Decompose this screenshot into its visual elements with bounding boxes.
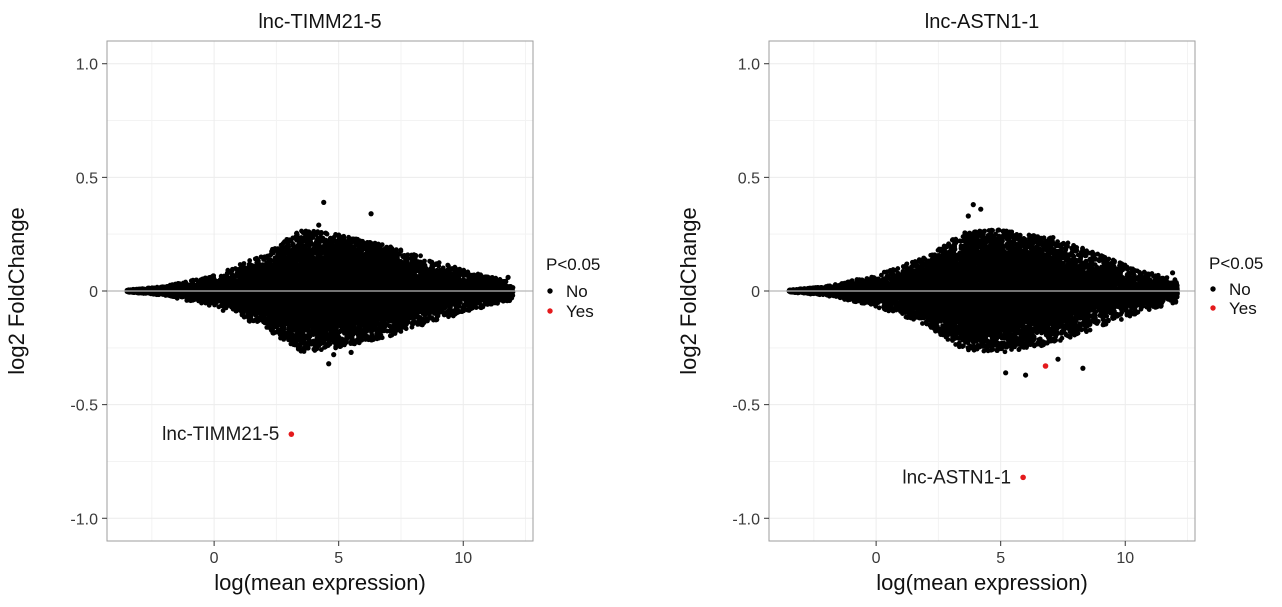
scatter-points <box>124 199 516 437</box>
data-point <box>247 318 253 324</box>
data-point <box>418 253 423 259</box>
ma-plot-panel-1: lnc-TIMM21-50 5 10-1.0-0.500.51.0lnc-TIMM2… <box>4 11 600 595</box>
